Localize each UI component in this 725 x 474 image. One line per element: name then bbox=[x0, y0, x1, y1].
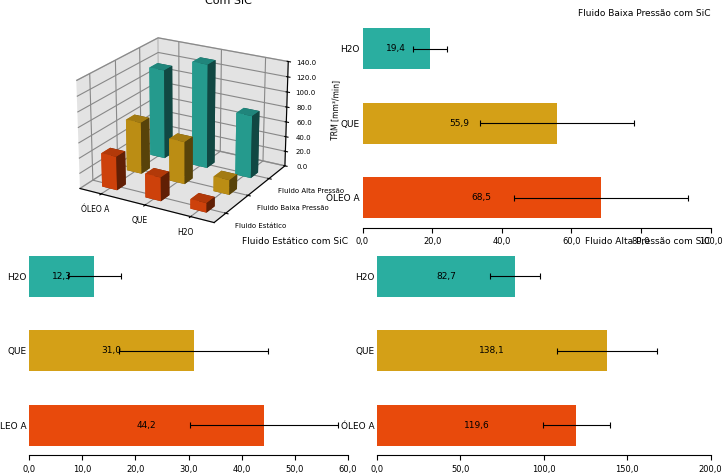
Bar bbox=[29, 256, 94, 297]
Text: Fluido Alta Pressão com SiC: Fluido Alta Pressão com SiC bbox=[585, 237, 710, 246]
Text: 119,6: 119,6 bbox=[464, 420, 489, 429]
Bar bbox=[377, 256, 515, 297]
Bar bbox=[29, 330, 194, 371]
Bar bbox=[362, 28, 430, 69]
Text: 31,0: 31,0 bbox=[102, 346, 121, 355]
Text: 138,1: 138,1 bbox=[479, 346, 505, 355]
Text: Fluido Baixa Pressão com SiC: Fluido Baixa Pressão com SiC bbox=[578, 9, 710, 18]
Text: Fluido Estático com SiC: Fluido Estático com SiC bbox=[242, 237, 348, 246]
Bar bbox=[377, 405, 576, 446]
Bar bbox=[362, 103, 557, 144]
Text: 82,7: 82,7 bbox=[436, 272, 456, 281]
Text: 12,3: 12,3 bbox=[51, 272, 72, 281]
Text: 19,4: 19,4 bbox=[386, 45, 406, 54]
Bar bbox=[377, 330, 608, 371]
Bar bbox=[362, 177, 601, 218]
Title: Com SiC: Com SiC bbox=[205, 0, 252, 6]
Text: 68,5: 68,5 bbox=[472, 193, 492, 202]
Bar bbox=[29, 405, 264, 446]
Text: 55,9: 55,9 bbox=[450, 119, 470, 128]
Text: 44,2: 44,2 bbox=[137, 420, 157, 429]
X-axis label: TRM [mm3/min]: TRM [mm3/min] bbox=[500, 252, 573, 261]
